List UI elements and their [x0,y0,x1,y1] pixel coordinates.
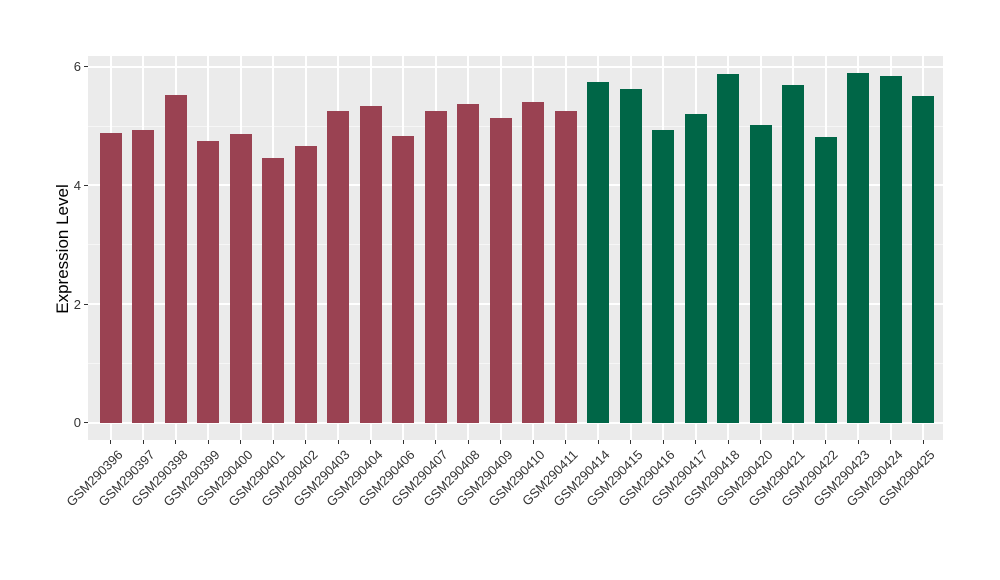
bar [912,96,935,423]
x-axis-tick [630,440,632,444]
x-axis-tick [565,440,567,444]
y-axis-tick [84,184,88,186]
gridline-horizontal-minor [88,244,943,246]
x-axis-tick [467,440,469,444]
x-axis-tick [305,440,307,444]
x-axis-tick [240,440,242,444]
x-axis-tick [727,440,729,444]
y-axis-tick-label: 2 [73,296,81,312]
bar [587,81,610,423]
bar [717,73,740,423]
x-axis-tick [890,440,892,444]
bar [652,129,675,423]
x-axis-tick [760,440,762,444]
x-axis-tick [435,440,437,444]
x-axis-tick [792,440,794,444]
x-axis-tick [370,440,372,444]
bar [262,158,285,423]
bar [619,89,642,423]
bar [99,133,122,423]
x-axis-tick [857,440,859,444]
gridline-horizontal-major [88,303,943,306]
bar [294,146,317,423]
bar [359,106,382,423]
y-axis-tick-label: 4 [73,177,81,193]
bar [229,133,252,423]
x-axis-tick [695,440,697,444]
bar [132,129,155,423]
bar [392,136,415,423]
bar [814,137,837,423]
gridline-horizontal-minor [88,362,943,364]
x-axis-tick [825,440,827,444]
bar [749,124,772,423]
y-axis-tick [84,422,88,424]
y-axis-tick [84,66,88,68]
bar [522,102,545,423]
x-axis-tick [337,440,339,444]
gridline-horizontal-major [88,184,943,187]
bar [847,73,870,423]
gridline-horizontal-minor [88,125,943,127]
x-axis-tick [402,440,404,444]
x-axis-tick [272,440,274,444]
y-axis-title: Expression Level [53,184,72,314]
bar [197,140,220,423]
bar [489,117,512,423]
gridline-horizontal-major [88,65,943,68]
x-axis-tick [532,440,534,444]
bar [554,111,577,423]
y-axis-tick-label: 0 [73,415,81,431]
y-axis-tick [84,303,88,305]
x-axis-tick [662,440,664,444]
bar [164,94,187,423]
bar [424,110,447,423]
bar [782,85,805,423]
x-axis-tick [110,440,112,444]
x-axis-tick [207,440,209,444]
gridline-horizontal-major [88,421,943,424]
bar [457,104,480,423]
bar [327,111,350,423]
bar [879,76,902,423]
plot-panel [88,56,943,440]
x-axis-tick [142,440,144,444]
x-axis-tick [597,440,599,444]
x-axis-tick [500,440,502,444]
bar [684,113,707,423]
x-axis-tick [922,440,924,444]
x-axis-tick [175,440,177,444]
y-axis-tick-label: 6 [73,59,81,75]
